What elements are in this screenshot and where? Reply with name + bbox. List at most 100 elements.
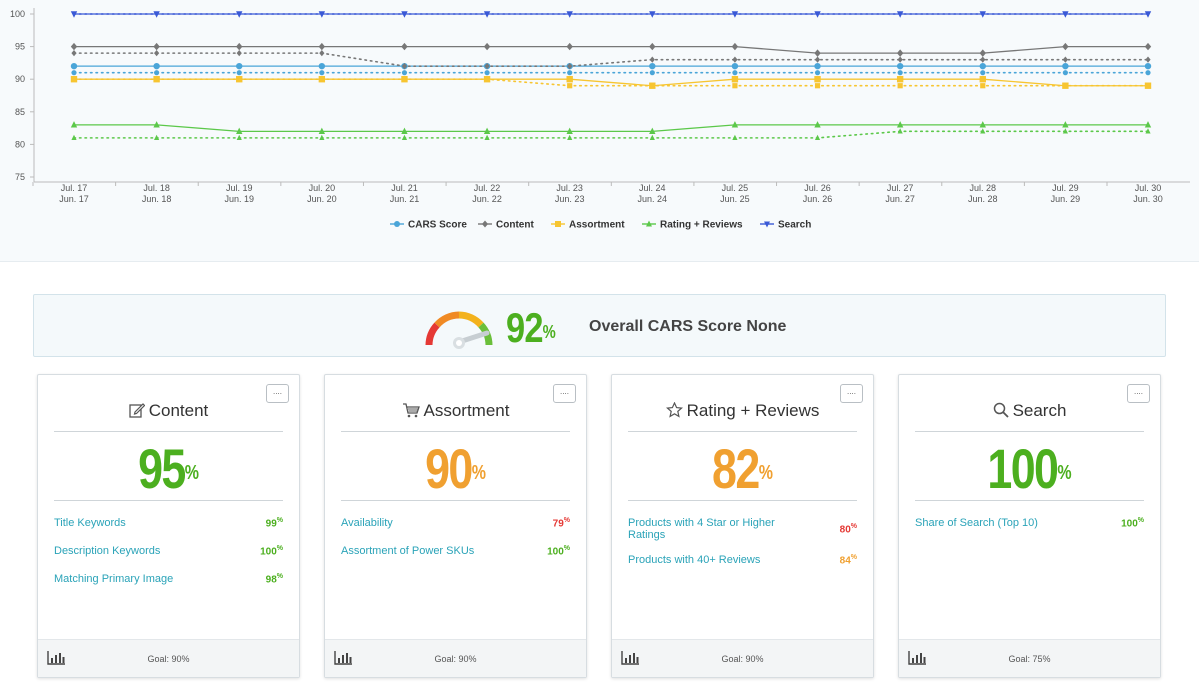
- card-score: 90%: [425, 437, 486, 500]
- metric-list: Share of Search (Top 10) 100%: [915, 517, 1144, 545]
- card-title: Rating + Reviews: [628, 401, 857, 421]
- metric-link[interactable]: Share of Search (Top 10): [915, 517, 1038, 529]
- trend-chart-panel: 75 80 85 90 95 100 Jul. 17 Jun. 17 Jul. 18 Jun. 1…: [0, 0, 1199, 262]
- more-options-button[interactable]: ....: [840, 384, 863, 403]
- data-point-prior-cars-score: [649, 70, 655, 76]
- data-point-assortment: [483, 76, 491, 83]
- metric-row: Description Keywords 100%: [54, 545, 283, 573]
- data-point-prior-content: [649, 56, 655, 63]
- data-point-prior-cars-score: [567, 70, 573, 76]
- card-rating-reviews: .... Rating + Reviews 82% Products with …: [611, 374, 874, 678]
- legend-label: Assortment: [569, 220, 625, 231]
- metric-value: 100%: [260, 545, 283, 558]
- bar-chart-icon[interactable]: [334, 651, 352, 670]
- more-options-button[interactable]: ....: [1127, 384, 1150, 403]
- data-point-rating-reviews: [649, 127, 656, 135]
- x-tick-label-prior: Jun. 28: [968, 194, 998, 204]
- legend-label: Rating + Reviews: [660, 220, 743, 231]
- data-point-cars-score: [236, 62, 243, 70]
- data-point-prior-cars-score: [732, 70, 738, 76]
- data-point-prior-rating-reviews: [154, 134, 160, 140]
- divider: [628, 431, 857, 432]
- data-point-content: [896, 49, 904, 57]
- data-point-prior-rating-reviews: [980, 128, 986, 134]
- data-point-assortment: [649, 82, 656, 89]
- x-tick-label-prior: Jun. 23: [555, 194, 585, 204]
- legend-marker: [646, 220, 652, 227]
- card-score: 95%: [138, 437, 199, 500]
- bar-chart-icon[interactable]: [621, 651, 639, 670]
- data-point-cars-score: [1144, 62, 1152, 70]
- x-tick-label-prior: Jun. 26: [803, 194, 833, 204]
- metric-link[interactable]: Description Keywords: [54, 545, 161, 557]
- data-point-cars-score: [70, 62, 78, 70]
- data-point-prior-cars-score: [154, 70, 160, 76]
- x-tick-label-prior: Jun. 27: [885, 194, 915, 204]
- data-point-assortment: [979, 76, 986, 83]
- more-options-button[interactable]: ....: [266, 384, 289, 403]
- cart-icon: [402, 401, 424, 420]
- data-point-assortment: [236, 76, 243, 83]
- data-point-prior-rating-reviews: [814, 134, 821, 140]
- x-tick-label-prior: Jun. 18: [142, 194, 172, 204]
- y-tick-label: 80: [15, 139, 25, 149]
- data-point-assortment: [318, 76, 326, 83]
- data-point-cars-score: [1062, 62, 1069, 70]
- data-point-prior-assortment: [567, 83, 573, 89]
- metric-list: Title Keywords 99% Description Keywords …: [54, 517, 283, 601]
- card-title: Search: [915, 401, 1144, 421]
- metric-list: Availability 79% Assortment of Power SKU…: [341, 517, 570, 573]
- x-tick-label-prior: Jun. 24: [638, 194, 668, 204]
- metric-value: 98%: [265, 573, 283, 586]
- data-point-prior-rating-reviews: [401, 134, 408, 140]
- y-tick-label: 85: [15, 107, 25, 117]
- data-point-rating-reviews: [153, 121, 160, 128]
- metric-link[interactable]: Assortment of Power SKUs: [341, 545, 475, 557]
- divider: [915, 500, 1144, 501]
- data-point-rating-reviews: [483, 127, 491, 135]
- data-point-prior-assortment: [980, 83, 986, 89]
- data-point-rating-reviews: [236, 127, 243, 135]
- card-score: 100%: [987, 437, 1072, 500]
- data-point-assortment: [70, 76, 78, 83]
- metric-link[interactable]: Availability: [341, 517, 393, 529]
- x-tick-label: Jul. 18: [143, 183, 170, 193]
- data-point-search: [566, 11, 573, 18]
- more-options-button[interactable]: ....: [553, 384, 576, 403]
- metric-link[interactable]: Products with 40+ Reviews: [628, 554, 761, 566]
- star-icon: [665, 401, 687, 420]
- metric-link[interactable]: Products with 4 Star or Higher Ratings: [628, 517, 775, 541]
- divider: [54, 431, 283, 432]
- data-point-prior-cars-score: [980, 70, 986, 76]
- data-point-prior-rating-reviews: [897, 128, 903, 134]
- x-tick-label-prior: Jun. 19: [224, 194, 254, 204]
- metric-row: Share of Search (Top 10) 100%: [915, 517, 1144, 545]
- metric-link[interactable]: Matching Primary Image: [54, 573, 174, 585]
- data-point-content: [483, 42, 491, 51]
- edit-icon: [129, 401, 149, 420]
- data-point-assortment: [1062, 82, 1069, 89]
- data-point-prior-cars-score: [1145, 70, 1151, 76]
- card-footer: Goal: 90%: [38, 639, 299, 677]
- data-point-prior-cars-score: [71, 70, 77, 76]
- card-footer: Goal: 90%: [325, 639, 586, 677]
- metric-link[interactable]: Title Keywords: [54, 517, 126, 529]
- bar-chart-icon[interactable]: [908, 651, 926, 670]
- legend-label: Search: [778, 220, 811, 231]
- x-tick-label: Jul. 27: [887, 183, 914, 193]
- x-tick-label: Jul. 30: [1135, 183, 1162, 193]
- bar-chart-icon[interactable]: [47, 651, 65, 670]
- y-tick-label: 90: [15, 74, 25, 84]
- data-point-content: [236, 42, 243, 51]
- card-content: .... Content 95% Title Keywords 99% Desc…: [37, 374, 300, 678]
- data-point-prior-rating-reviews: [1145, 128, 1151, 134]
- data-point-content: [979, 49, 986, 57]
- x-tick-label-prior: Jun. 30: [1133, 194, 1163, 204]
- data-point-prior-cars-score: [236, 70, 242, 76]
- data-point-cars-score: [814, 62, 821, 70]
- series-line-rating-reviews: [74, 124, 1148, 133]
- data-point-prior-rating-reviews: [71, 134, 77, 140]
- data-point-search: [318, 11, 326, 18]
- data-point-content: [153, 42, 160, 51]
